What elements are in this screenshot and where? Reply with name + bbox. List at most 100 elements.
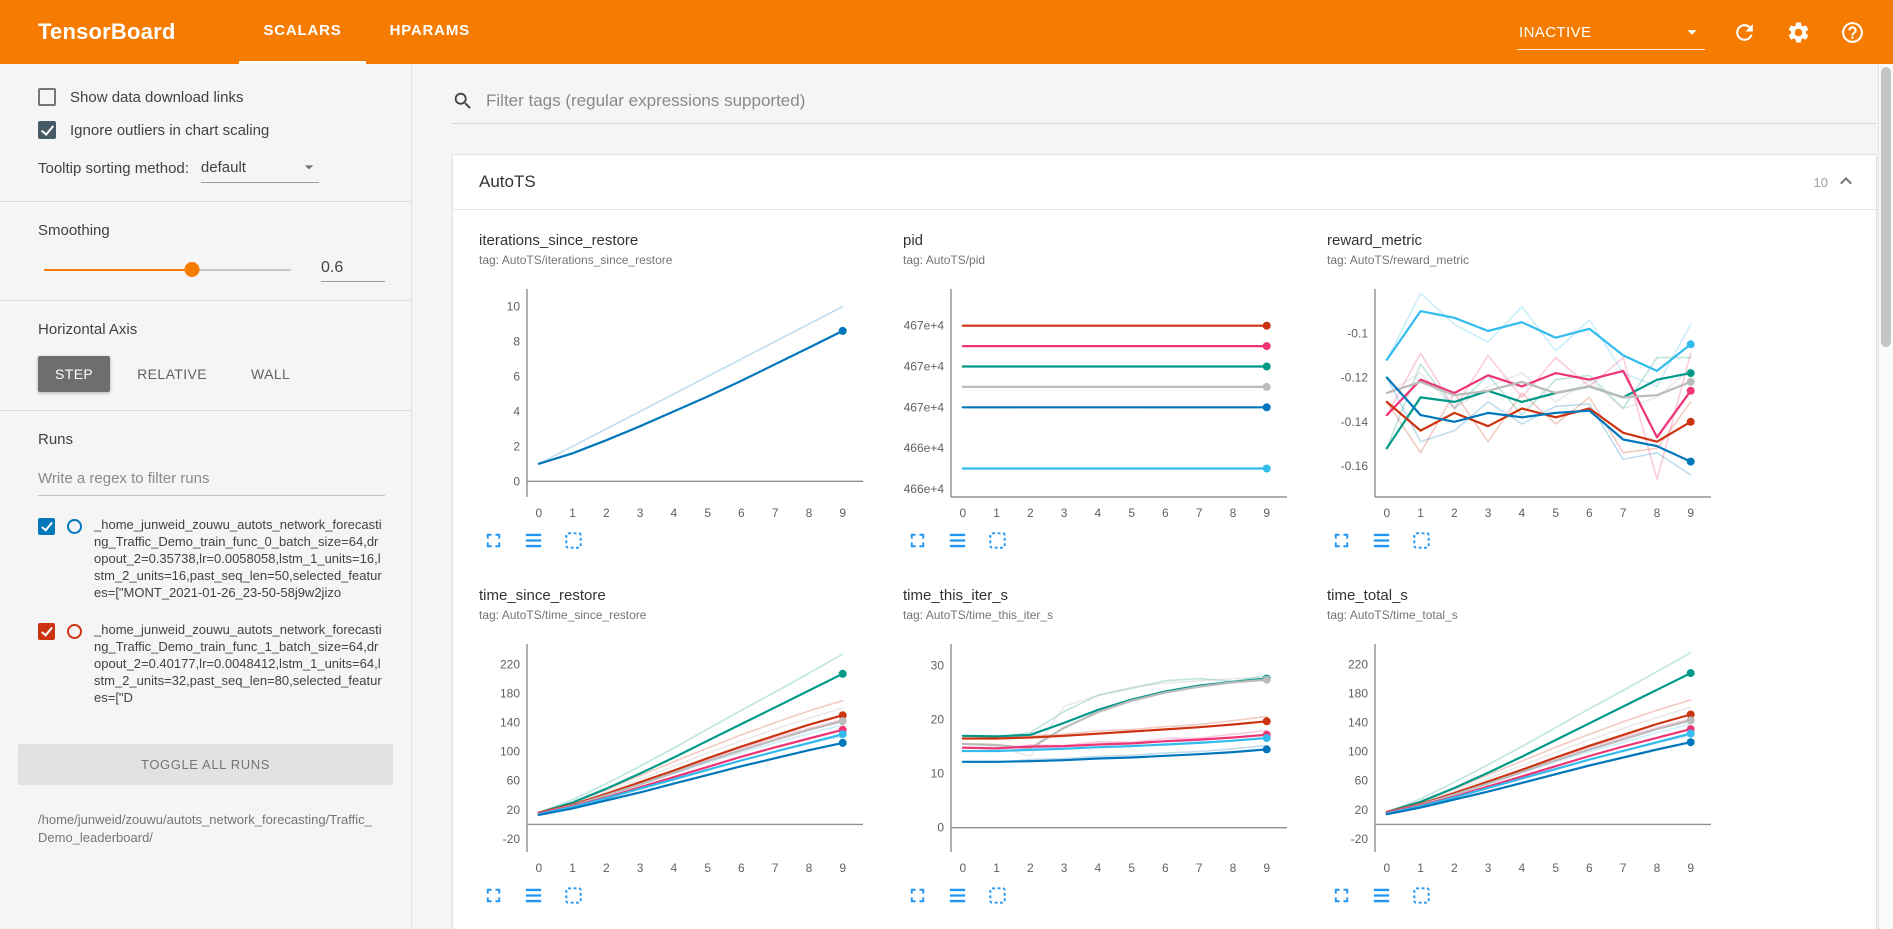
run-checkbox[interactable] bbox=[38, 518, 55, 535]
tooltip-sorting-dropdown[interactable]: default bbox=[200, 154, 319, 183]
tag-group-header[interactable]: AutoTS 10 bbox=[453, 155, 1876, 210]
svg-text:1: 1 bbox=[993, 506, 1000, 520]
svg-text:9: 9 bbox=[1687, 506, 1694, 520]
settings-button[interactable] bbox=[1783, 17, 1813, 47]
svg-text:6: 6 bbox=[1586, 506, 1593, 520]
svg-text:6: 6 bbox=[1162, 506, 1169, 520]
divider bbox=[0, 410, 411, 411]
scrollbar[interactable] bbox=[1878, 64, 1893, 929]
fit-domain-button[interactable] bbox=[985, 529, 1009, 553]
svg-text:2: 2 bbox=[603, 506, 610, 520]
run-data-button[interactable] bbox=[945, 529, 969, 553]
chart-plot[interactable]: -20 20 60 100 140 180 220 0 1 2 3 4 5 6 7 8 9 bbox=[1327, 632, 1723, 880]
svg-text:9: 9 bbox=[1263, 861, 1270, 875]
ignore-outliers-toggle[interactable]: Ignore outliers in chart scaling bbox=[38, 121, 385, 139]
tag-group-title: AutoTS bbox=[479, 172, 536, 191]
fit-domain-button[interactable] bbox=[1409, 529, 1433, 553]
svg-text:9: 9 bbox=[1263, 506, 1270, 520]
chart-plot[interactable]: 2.467e+4 2.467e+4 2.467e+4 2.466e+4 2.466e+4… bbox=[903, 277, 1299, 525]
svg-text:60: 60 bbox=[507, 774, 521, 788]
chart-plot[interactable]: 0 2 4 6 8 10 0 1 2 3 4 5 6 7 8 9 bbox=[479, 277, 875, 525]
data-lines-icon bbox=[949, 888, 965, 903]
divider bbox=[0, 300, 411, 301]
svg-text:-0.1: -0.1 bbox=[1347, 326, 1368, 340]
svg-text:7: 7 bbox=[772, 506, 779, 520]
horizontal-axis-label: Horizontal Axis bbox=[38, 321, 138, 338]
refresh-button[interactable] bbox=[1729, 17, 1759, 47]
svg-text:4: 4 bbox=[1519, 506, 1526, 520]
run-row[interactable]: _home_junweid_zouwu_autots_network_forec… bbox=[38, 621, 385, 706]
axis-relative-button[interactable]: RELATIVE bbox=[120, 356, 224, 392]
help-icon bbox=[1841, 21, 1863, 43]
chart-plot[interactable]: -20 20 60 100 140 180 220 0 1 2 3 4 5 6 7 8 9 bbox=[479, 632, 875, 880]
run-row[interactable]: _home_junweid_zouwu_autots_network_forec… bbox=[38, 516, 385, 601]
expand-chart-button[interactable] bbox=[1329, 884, 1353, 908]
run-data-button[interactable] bbox=[521, 529, 545, 553]
charts-grid: iterations_since_restore tag: AutoTS/ite… bbox=[453, 210, 1876, 929]
chart-title: time_this_iter_s bbox=[903, 587, 1009, 604]
scrollbar-thumb[interactable] bbox=[1881, 67, 1891, 347]
smoothing-slider-thumb[interactable] bbox=[184, 261, 200, 277]
search-icon bbox=[454, 92, 471, 109]
svg-text:1: 1 bbox=[993, 861, 1000, 875]
fit-domain-button[interactable] bbox=[1409, 884, 1433, 908]
tag-filter-input[interactable] bbox=[486, 91, 1877, 111]
app-title: TensorBoard bbox=[38, 19, 176, 44]
fullscreen-icon bbox=[910, 533, 924, 548]
smoothing-slider[interactable] bbox=[44, 261, 291, 277]
chart-tag: tag: AutoTS/pid bbox=[903, 253, 986, 267]
svg-text:60: 60 bbox=[1355, 774, 1369, 788]
fit-domain-icon bbox=[988, 532, 1006, 549]
svg-text:9: 9 bbox=[839, 861, 846, 875]
svg-text:7: 7 bbox=[1620, 861, 1627, 875]
tab-hparams[interactable]: HPARAMS bbox=[389, 22, 470, 39]
svg-text:100: 100 bbox=[1348, 745, 1368, 759]
fullscreen-icon bbox=[910, 888, 924, 903]
svg-text:9: 9 bbox=[839, 506, 846, 520]
expand-chart-button[interactable] bbox=[905, 529, 929, 553]
chart-plot[interactable]: 0 10 20 30 0 1 2 3 4 5 6 7 8 9 bbox=[903, 632, 1299, 880]
run-data-button[interactable] bbox=[1369, 529, 1393, 553]
show-download-links-checkbox[interactable] bbox=[38, 88, 56, 106]
svg-text:220: 220 bbox=[1348, 657, 1368, 671]
toggle-all-runs-button[interactable]: TOGGLE ALL RUNS bbox=[18, 744, 393, 785]
divider bbox=[0, 201, 411, 202]
expand-chart-button[interactable] bbox=[1329, 529, 1353, 553]
run-checkbox[interactable] bbox=[38, 623, 55, 640]
fit-domain-button[interactable] bbox=[985, 884, 1009, 908]
chart-actions bbox=[903, 884, 1299, 908]
tooltip-sorting-label: Tooltip sorting method: bbox=[38, 160, 189, 177]
chart-title: reward_metric bbox=[1327, 232, 1423, 249]
run-radio[interactable] bbox=[67, 519, 82, 534]
chart-tag: tag: AutoTS/iterations_since_restore bbox=[479, 253, 673, 267]
run-radio[interactable] bbox=[67, 624, 82, 639]
fit-domain-button[interactable] bbox=[561, 529, 585, 553]
svg-text:6: 6 bbox=[738, 506, 745, 520]
svg-text:5: 5 bbox=[704, 861, 711, 875]
svg-text:140: 140 bbox=[500, 716, 520, 730]
tab-scalars[interactable]: SCALARS bbox=[239, 0, 366, 64]
fit-domain-button[interactable] bbox=[561, 884, 585, 908]
svg-text:7: 7 bbox=[772, 861, 779, 875]
status-dropdown[interactable]: INACTIVE bbox=[1517, 14, 1705, 50]
run-data-button[interactable] bbox=[945, 884, 969, 908]
collapse-group-button[interactable] bbox=[1832, 168, 1860, 196]
fullscreen-icon bbox=[1334, 533, 1348, 548]
smoothing-value-input[interactable] bbox=[321, 257, 385, 282]
expand-chart-button[interactable] bbox=[481, 529, 505, 553]
svg-text:30: 30 bbox=[931, 659, 945, 673]
axis-step-button[interactable]: STEP bbox=[38, 356, 111, 392]
ignore-outliers-checkbox[interactable] bbox=[38, 121, 56, 139]
show-download-links-toggle[interactable]: Show data download links bbox=[38, 88, 385, 106]
svg-text:7: 7 bbox=[1196, 506, 1203, 520]
chart-plot[interactable]: -0.1 -0.12 -0.14 -0.16 0 1 2 3 4 5 6 7 8 9 bbox=[1327, 277, 1723, 525]
expand-chart-button[interactable] bbox=[905, 884, 929, 908]
svg-text:8: 8 bbox=[513, 334, 520, 348]
axis-wall-button[interactable]: WALL bbox=[234, 356, 307, 392]
runs-filter-input[interactable] bbox=[38, 466, 385, 496]
svg-text:2: 2 bbox=[1451, 861, 1458, 875]
help-button[interactable] bbox=[1837, 17, 1867, 47]
run-data-button[interactable] bbox=[521, 884, 545, 908]
run-data-button[interactable] bbox=[1369, 884, 1393, 908]
expand-chart-button[interactable] bbox=[481, 884, 505, 908]
